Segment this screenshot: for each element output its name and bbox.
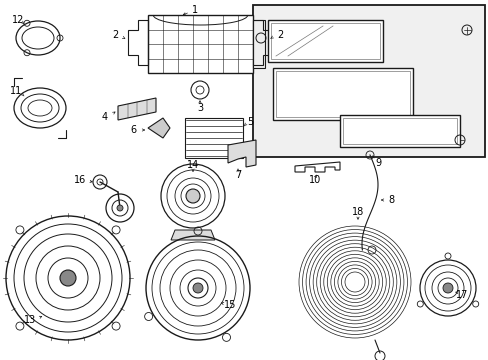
Bar [342,118,456,144]
Bar [272,68,412,120]
Bar [252,5,484,157]
Text: 13: 13 [24,315,36,325]
Circle shape [185,189,200,203]
Bar [275,71,409,117]
Polygon shape [148,118,170,138]
Circle shape [187,278,207,298]
Bar [252,20,264,68]
Text: 18: 18 [351,207,364,217]
Bar [270,23,379,59]
Polygon shape [118,98,156,120]
Text: 3: 3 [197,103,203,113]
Text: 7: 7 [234,170,241,180]
Text: 17: 17 [455,290,467,300]
Text: 10: 10 [308,175,321,185]
Text: 14: 14 [186,160,199,170]
Text: 2: 2 [112,30,118,40]
Text: 5: 5 [246,117,253,127]
Text: 11: 11 [10,86,22,96]
Bar [148,15,252,73]
Circle shape [117,205,123,211]
Text: 1: 1 [192,5,198,15]
Text: 16: 16 [74,175,86,185]
Text: 8: 8 [387,195,393,205]
Text: 9: 9 [374,158,380,168]
Bar [339,115,459,147]
Text: 4: 4 [102,112,108,122]
Polygon shape [227,140,256,167]
Text: 2: 2 [276,30,283,40]
Circle shape [193,283,203,293]
Text: 12: 12 [12,15,24,25]
Circle shape [442,283,452,293]
Bar [184,118,243,158]
Polygon shape [171,230,215,240]
Text: 15: 15 [224,300,236,310]
Circle shape [60,270,76,286]
Text: 6: 6 [130,125,136,135]
Bar [267,20,382,62]
